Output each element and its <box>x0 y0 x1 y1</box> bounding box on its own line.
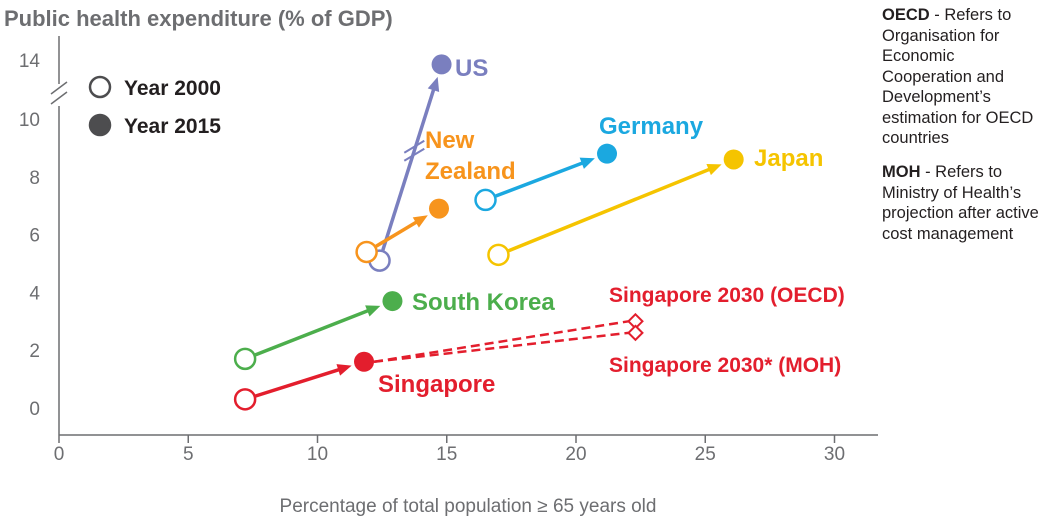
point-2015 <box>428 198 449 219</box>
series-us: US <box>368 54 488 272</box>
x-tick-label: 5 <box>183 444 194 465</box>
y-tick-label: 2 <box>29 341 40 362</box>
y-tick-label: 10 <box>19 110 40 131</box>
x-tick-label: 0 <box>54 444 65 465</box>
diamond-marker <box>627 324 644 342</box>
series-label: Singapore <box>378 371 495 398</box>
projection-label: Singapore 2030 (OECD) <box>609 284 845 307</box>
chart-title: Public health expenditure (% of GDP) <box>4 6 393 31</box>
trend-line <box>375 217 422 248</box>
point-2015 <box>431 54 452 75</box>
y-tick-label: 6 <box>29 226 40 247</box>
series-japan: Japan <box>487 145 823 267</box>
point-2015 <box>723 149 744 170</box>
point-2000 <box>474 188 497 212</box>
note-oecd-text: - Refers to Organisation for Economic Co… <box>882 6 1034 147</box>
series-label: Germany <box>599 113 704 140</box>
x-tick-label: 15 <box>436 444 457 465</box>
x-tick-label: 25 <box>695 444 716 465</box>
note-moh-text: - Refers to Ministry of Health’s project… <box>882 163 1039 243</box>
series-label: Japan <box>754 145 823 172</box>
trend-line <box>255 366 345 398</box>
trend-line <box>381 83 437 251</box>
arrowhead <box>706 164 722 176</box>
arrowhead <box>412 215 428 228</box>
note-oecd: OECD - Refers to Organisation for Econom… <box>882 5 1047 149</box>
note-moh: MOH - Refers to Ministry of Health’s pro… <box>882 162 1047 244</box>
series-new-zealand: New Zealand <box>355 127 516 264</box>
x-tick-label: 10 <box>307 444 328 465</box>
projection-line <box>373 331 629 364</box>
trend-line <box>495 159 589 198</box>
series-singapore: Singapore <box>233 351 495 411</box>
x-tick-label: 20 <box>565 444 586 465</box>
y-tick-label: 4 <box>29 283 40 304</box>
point-2000 <box>233 388 257 411</box>
series-label: New <box>425 127 475 154</box>
line-break-mark <box>403 147 425 162</box>
note-oecd-term: OECD <box>882 6 930 24</box>
y-tick-label: 0 <box>29 399 40 420</box>
series-south-korea: South Korea <box>233 289 555 371</box>
y-axis-break-mark <box>50 81 68 95</box>
series-label: US <box>455 55 488 82</box>
projection-oecd: Singapore 2030 (OECD) <box>373 284 845 363</box>
projection-line <box>373 320 629 363</box>
arrowhead <box>365 305 381 317</box>
axes: 0 5 10 15 20 25 30 0 2 4 6 8 10 14 <box>19 36 878 465</box>
series-label: South Korea <box>412 289 555 316</box>
y-tick-label: 14 <box>19 51 41 72</box>
legend: Year 2000 Year 2015 <box>88 75 221 138</box>
point-2000 <box>487 243 510 267</box>
point-2015 <box>382 291 403 312</box>
marks: US New Zealand Germany Japan South Korea Singa… <box>233 54 845 411</box>
legend-label: Year 2000 <box>124 77 221 100</box>
series-label: Zealand <box>425 158 516 185</box>
legend-label: Year 2015 <box>124 115 221 138</box>
point-2015 <box>354 351 375 372</box>
y-tick-label: 8 <box>29 168 40 189</box>
point-2015 <box>597 143 618 164</box>
x-tick-label: 30 <box>824 444 845 465</box>
trend-line <box>507 165 715 253</box>
y-axis-break-mark <box>50 91 68 105</box>
point-2000 <box>355 240 378 264</box>
series-germany: Germany <box>474 113 704 212</box>
x-axis-label: Percentage of total population ≥ 65 year… <box>280 496 657 517</box>
trend-line <box>254 307 374 357</box>
projection-label: Singapore 2030* (MOH) <box>609 354 841 377</box>
arrowhead <box>579 157 595 169</box>
arrowhead <box>336 364 352 376</box>
projection-moh: Singapore 2030* (MOH) <box>373 324 841 377</box>
point-2000 <box>233 347 257 371</box>
legend-open-circle-icon <box>88 75 112 99</box>
arrowhead <box>427 76 440 92</box>
line-break-mark <box>403 139 425 154</box>
note-moh-term: MOH <box>882 163 921 181</box>
legend-filled-circle-icon <box>88 113 112 137</box>
